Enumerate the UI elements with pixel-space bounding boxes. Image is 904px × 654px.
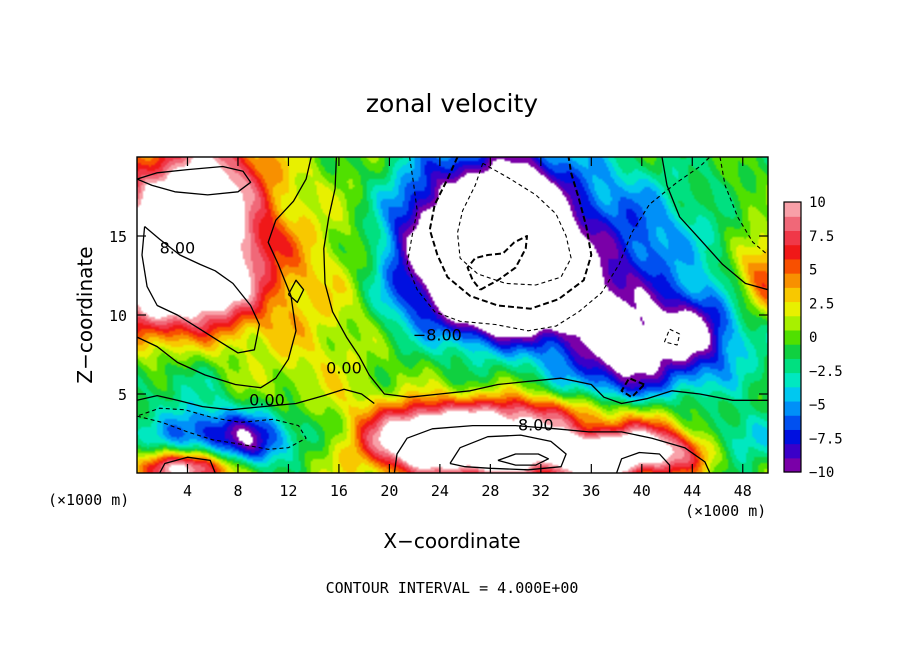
colorbar-tick-label: 0 xyxy=(809,330,817,346)
x-tick-label: 8 xyxy=(233,482,242,500)
colorbar-tick-label: −10 xyxy=(809,465,834,481)
contour-line-19 xyxy=(159,456,216,473)
x-tick-label: 48 xyxy=(734,482,752,500)
x-tick-label: 4 xyxy=(183,482,192,500)
y-tick-label: 10 xyxy=(109,307,127,325)
colorbar-swatch xyxy=(784,329,801,345)
contour-line-16 xyxy=(449,434,567,471)
contour-line-2 xyxy=(137,157,312,389)
contour-line-1 xyxy=(137,165,252,196)
colorbar-swatch xyxy=(784,230,801,246)
x-tick-label: 40 xyxy=(633,482,651,500)
chart-title: zonal velocity xyxy=(366,89,538,118)
contour-line-17 xyxy=(497,453,550,466)
y-tick-label: 15 xyxy=(109,228,127,246)
contour-line-7 xyxy=(406,157,711,332)
contour-line-0 xyxy=(141,226,261,354)
x-tick-label: 12 xyxy=(279,482,297,500)
contour-line-10 xyxy=(428,157,593,310)
x-unit-left: (×1000 m) xyxy=(48,491,129,509)
contour-line-9 xyxy=(719,157,768,256)
colorbar-swatch xyxy=(784,287,801,303)
colorbar-frame xyxy=(783,201,802,473)
x-tick-label: 20 xyxy=(380,482,398,500)
colorbar-swatch xyxy=(784,372,801,388)
colorbar-swatch xyxy=(784,301,801,317)
contour-line-18 xyxy=(615,451,671,473)
colorbar-swatch xyxy=(784,344,801,359)
contour-label-0: 8.00 xyxy=(160,239,196,258)
contour-label-2: 0.00 xyxy=(249,390,285,409)
x-tick-label: 36 xyxy=(582,482,600,500)
colorbar xyxy=(784,202,801,473)
contour-line-12 xyxy=(466,235,528,291)
colorbar-swatch xyxy=(784,273,801,288)
x-tick-label: 44 xyxy=(683,482,701,500)
contour-lines xyxy=(137,157,768,473)
colorbar-swatch xyxy=(784,443,801,459)
contour-line-14 xyxy=(663,328,681,346)
contour-line-6 xyxy=(287,279,305,304)
colorbar-swatch xyxy=(784,258,801,274)
y-axis-ticks: 5 10 15 xyxy=(109,228,768,404)
colorbar-swatch xyxy=(784,457,801,473)
contour-label-3: −8.00 xyxy=(413,326,462,345)
contour-line-5 xyxy=(661,157,768,291)
colorbar-swatch xyxy=(784,400,801,416)
y-axis-label: Z−coordinate xyxy=(73,246,97,383)
colorbar-tick-label: 10 xyxy=(809,195,826,211)
contour-line-13 xyxy=(620,377,646,399)
contour-line-15 xyxy=(393,424,711,473)
colorbar-swatch xyxy=(784,429,801,445)
x-tick-label: 28 xyxy=(481,482,499,500)
heatmap-field xyxy=(137,157,768,473)
colorbar-tick-label: 7.5 xyxy=(809,229,834,245)
colorbar-swatch xyxy=(784,386,801,402)
contour-interval-note: CONTOUR INTERVAL = 4.000E+00 xyxy=(326,579,579,597)
colorbar-tick-label: −2.5 xyxy=(809,364,843,380)
x-tick-label: 16 xyxy=(330,482,348,500)
x-unit-right: (×1000 m) xyxy=(685,502,766,520)
x-axis-label: X−coordinate xyxy=(383,529,520,553)
colorbar-tick-label: 5 xyxy=(809,263,817,279)
x-axis-ticks: 4 8 12 16 20 24 28 32 36 40 44 48 xyxy=(183,157,752,500)
colorbar-swatch xyxy=(784,216,801,232)
colorbar-tick-label: 2.5 xyxy=(809,296,834,312)
colorbar-tick-label: −5 xyxy=(809,398,826,414)
contour-label-4: 8.00 xyxy=(518,416,554,435)
colorbar-ticks: 10 7.5 5 2.5 0 −2.5 −5 −7.5 −10 xyxy=(809,195,843,481)
colorbar-swatch xyxy=(784,244,801,260)
colorbar-tick-label: −7.5 xyxy=(809,431,843,447)
contour-labels: 8.00 0.00 0.00 −8.00 8.00 xyxy=(160,239,554,435)
contour-line-4 xyxy=(137,388,375,411)
x-tick-label: 32 xyxy=(532,482,550,500)
colorbar-swatch xyxy=(784,202,801,217)
contour-label-1: 0.00 xyxy=(326,359,362,378)
colorbar-swatch xyxy=(784,315,801,331)
contour-line-8 xyxy=(137,407,307,450)
contour-line-3 xyxy=(323,157,768,405)
contour-line-11 xyxy=(456,162,572,286)
x-tick-label: 24 xyxy=(431,482,449,500)
colorbar-swatch xyxy=(784,415,801,430)
colorbar-swatch xyxy=(784,358,801,374)
y-tick-label: 5 xyxy=(118,386,127,404)
